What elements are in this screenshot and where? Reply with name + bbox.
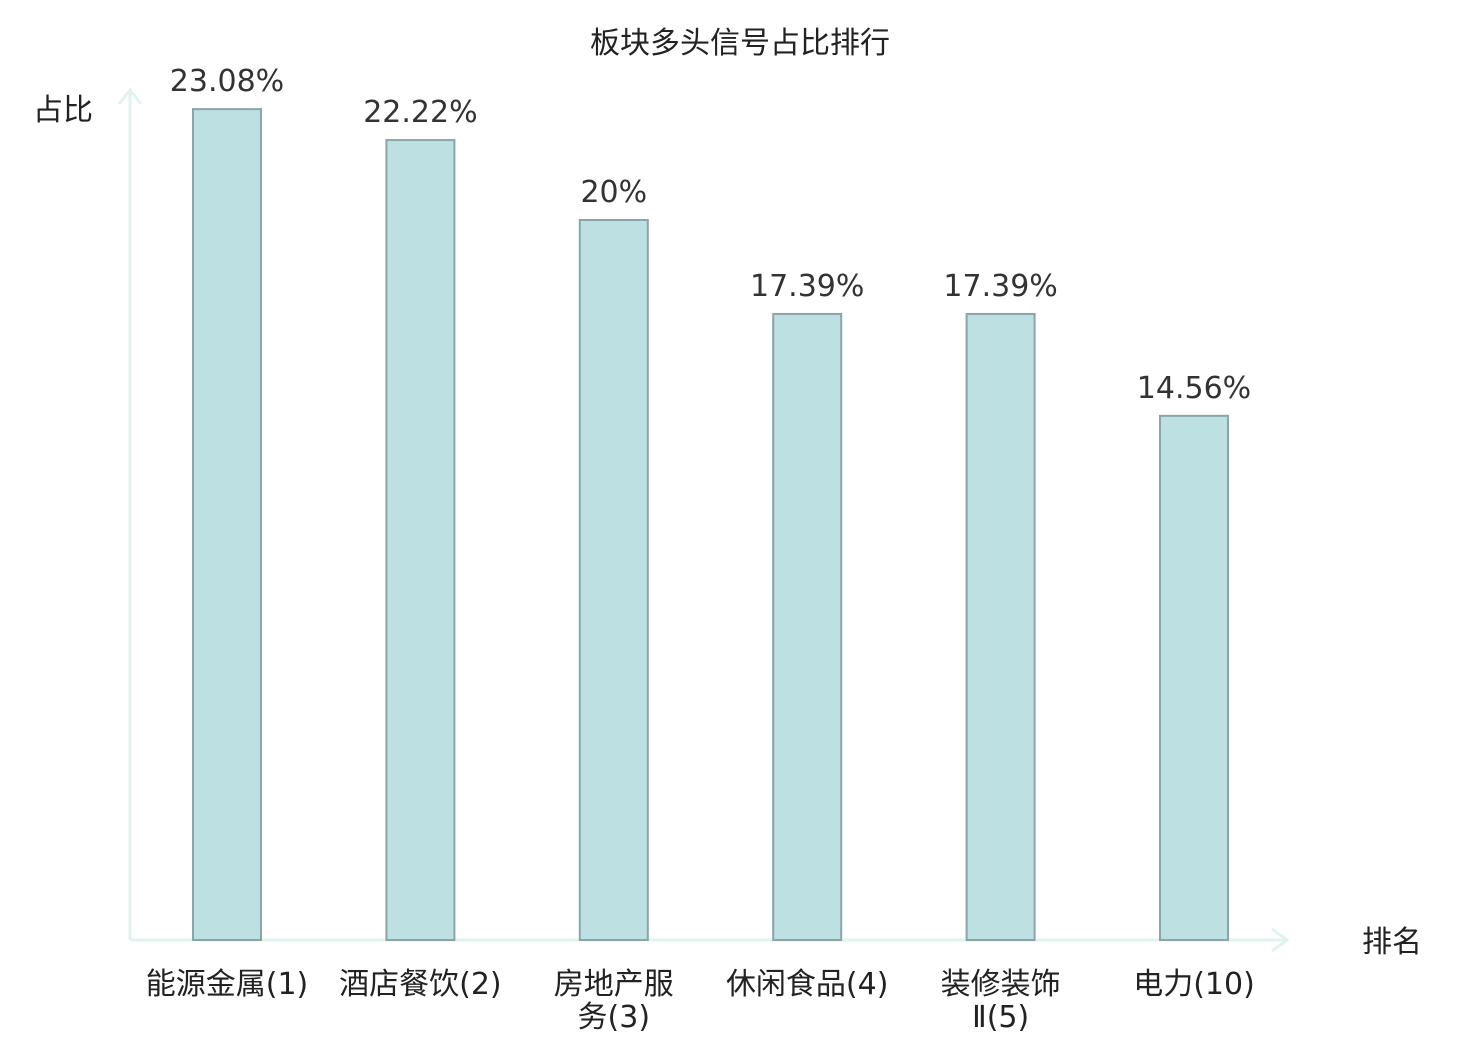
bar-3	[578, 219, 649, 941]
value-label-1: 23.08%	[170, 64, 284, 99]
bar-1	[192, 108, 262, 942]
category-label-4: 休闲食品(4)	[726, 967, 889, 1002]
y-axis-label: 占比	[33, 93, 93, 128]
value-label-5: 17.39%	[943, 269, 1057, 304]
category-labels-group: 能源金属(1) 酒店餐饮(2) 房地产服务(3) 休闲食品(4) 装修装饰 Ⅱ(5) 电力(…	[146, 967, 1255, 1035]
bar-4	[772, 312, 843, 941]
chart-title: 板块多头信号占比排行	[590, 26, 890, 61]
x-axis-label: 排名	[1362, 925, 1422, 960]
x-axis	[130, 927, 1290, 953]
value-labels-group: 23.08% 22.22% 20% 17.39% 17.39% 14.56%	[170, 64, 1251, 406]
bar-2	[385, 139, 456, 941]
category-label-5: 装修装饰 Ⅱ(5)	[941, 967, 1061, 1035]
value-label-2: 22.22%	[363, 95, 477, 130]
bars-group	[192, 108, 1229, 942]
value-label-4: 17.39%	[750, 269, 864, 304]
category-label-6: 电力(10)	[1133, 967, 1255, 1002]
y-axis	[117, 87, 143, 940]
category-label-2: 酒店餐饮(2)	[339, 967, 502, 1002]
value-label-6: 14.56%	[1137, 371, 1251, 406]
bar-5	[965, 312, 1036, 941]
value-label-3: 20%	[580, 175, 647, 210]
category-label-1: 能源金属(1)	[146, 967, 309, 1002]
category-label-3: 房地产服务(3)	[554, 967, 674, 1035]
bar-6	[1159, 414, 1229, 941]
